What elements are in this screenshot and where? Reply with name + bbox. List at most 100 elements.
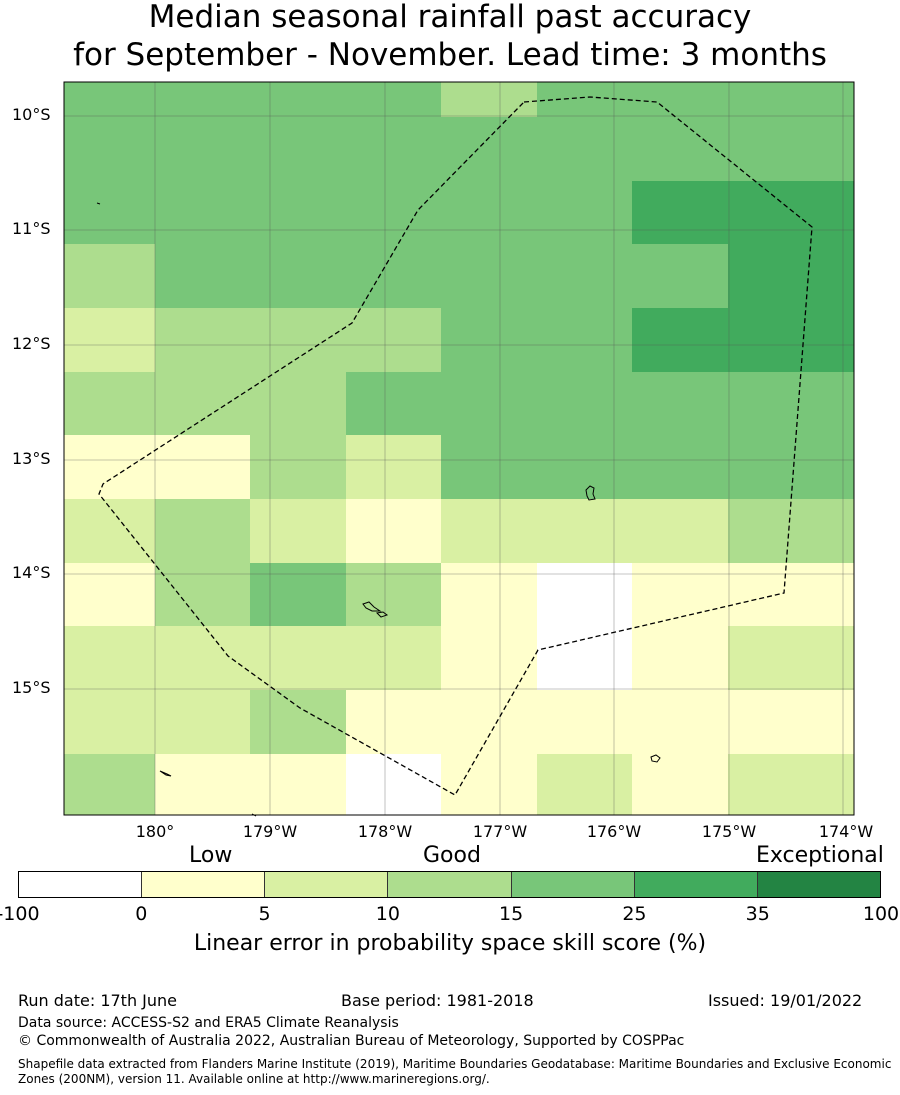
grid-cell	[64, 626, 155, 690]
grid-cell	[632, 499, 728, 563]
latitude-label: 14°S	[12, 563, 51, 582]
longitude-label: 176°W	[586, 822, 642, 841]
grid-cell	[728, 244, 854, 308]
colorbar-tick-label: 10	[375, 903, 400, 925]
grid-cell	[632, 308, 728, 372]
skill-score-map	[63, 81, 855, 817]
colorbar-segment	[142, 872, 266, 897]
grid-cell	[632, 244, 728, 308]
chart-title-line-2: for September - November. Lead time: 3 m…	[73, 37, 827, 73]
grid-cell	[728, 372, 854, 435]
grid-cell	[250, 754, 346, 815]
colorbar-tick-label: 15	[499, 903, 524, 925]
grid-cell	[346, 690, 441, 754]
grid-cell	[155, 690, 250, 754]
colorbar-tick-label: -100	[0, 903, 40, 925]
grid-cell	[441, 117, 537, 181]
grid-cell	[250, 308, 346, 372]
category-low-label: Low	[189, 843, 233, 868]
latitude-label: 12°S	[12, 334, 51, 353]
grid-cell	[155, 82, 250, 117]
grid-cell	[537, 181, 632, 244]
island-shape	[96, 202, 101, 205]
run-date: Run date: 17th June	[18, 991, 178, 1010]
colorbar-segment	[511, 872, 635, 897]
grid-cell	[728, 754, 854, 815]
grid-cell	[346, 181, 441, 244]
colorbar-tick-label: 25	[622, 903, 647, 925]
colorbar-segment	[19, 872, 143, 897]
island-shape	[650, 754, 661, 763]
grid-cell	[537, 435, 632, 499]
colorbar-label: Linear error in probability space skill …	[193, 931, 707, 956]
grid-cell	[441, 82, 537, 117]
grid-cell	[346, 435, 441, 499]
latitude-label: 10°S	[12, 105, 51, 124]
grid-cell	[537, 563, 632, 626]
latitude-label: 13°S	[12, 449, 51, 468]
grid-cell	[155, 435, 250, 499]
grid-cell	[346, 754, 441, 815]
colorbar-segment	[265, 872, 389, 897]
chart-title-line-1: Median seasonal rainfall past accuracy	[148, 0, 752, 35]
grid-cell	[346, 117, 441, 181]
grid-cell	[441, 754, 537, 815]
grid-cell	[537, 244, 632, 308]
longitude-label: 180°	[135, 822, 175, 841]
colorbar-segment	[634, 872, 758, 897]
grid-cell	[346, 372, 441, 435]
longitude-label: 179°W	[242, 822, 298, 841]
map-frame	[63, 81, 855, 816]
grid-cell	[632, 181, 728, 244]
grid-cell	[155, 117, 250, 181]
grid-cell	[441, 499, 537, 563]
grid-cell	[728, 626, 854, 690]
island-shape	[585, 485, 596, 501]
grid-cell	[155, 563, 250, 626]
grid-cell	[441, 563, 537, 626]
grid-cell	[441, 626, 537, 690]
grid-cell	[250, 499, 346, 563]
grid-cell	[155, 754, 250, 815]
grid-cell	[64, 181, 155, 244]
grid-cell	[250, 626, 346, 690]
grid-cell	[728, 82, 854, 117]
grid-cell	[441, 181, 537, 244]
grid-cell	[64, 435, 155, 499]
grid-cell	[632, 372, 728, 435]
island-shape	[375, 611, 389, 618]
grid-cell	[155, 181, 250, 244]
category-good-label: Good	[423, 843, 481, 868]
grid-cell	[346, 244, 441, 308]
grid-cell	[441, 690, 537, 754]
colorbar	[18, 871, 881, 898]
grid-cell	[537, 499, 632, 563]
issued-date: Issued: 19/01/2022	[708, 991, 863, 1010]
grid-cell	[64, 563, 155, 626]
grid-cell	[632, 563, 728, 626]
grid-cell	[537, 308, 632, 372]
grid-cell	[632, 690, 728, 754]
grid-cell	[632, 117, 728, 181]
grid-cell	[537, 626, 632, 690]
grid-cell	[728, 181, 854, 244]
grid-cell	[155, 372, 250, 435]
grid-cell	[250, 244, 346, 308]
grid-cell	[728, 308, 854, 372]
grid-cell	[728, 690, 854, 754]
grid-cell	[64, 308, 155, 372]
longitude-label: 175°W	[701, 822, 757, 841]
island-shape	[362, 601, 382, 612]
grid-cell	[441, 435, 537, 499]
grid-cell	[346, 626, 441, 690]
grid-cell	[250, 563, 346, 626]
grid-cell	[155, 626, 250, 690]
grid-cell	[441, 308, 537, 372]
grid-cell	[250, 82, 346, 117]
grid-cell	[537, 690, 632, 754]
grid-cell	[250, 181, 346, 244]
grid-cell	[250, 117, 346, 181]
grid-cell	[728, 563, 854, 626]
grid-cell	[632, 82, 728, 117]
latitude-label: 15°S	[12, 678, 51, 697]
